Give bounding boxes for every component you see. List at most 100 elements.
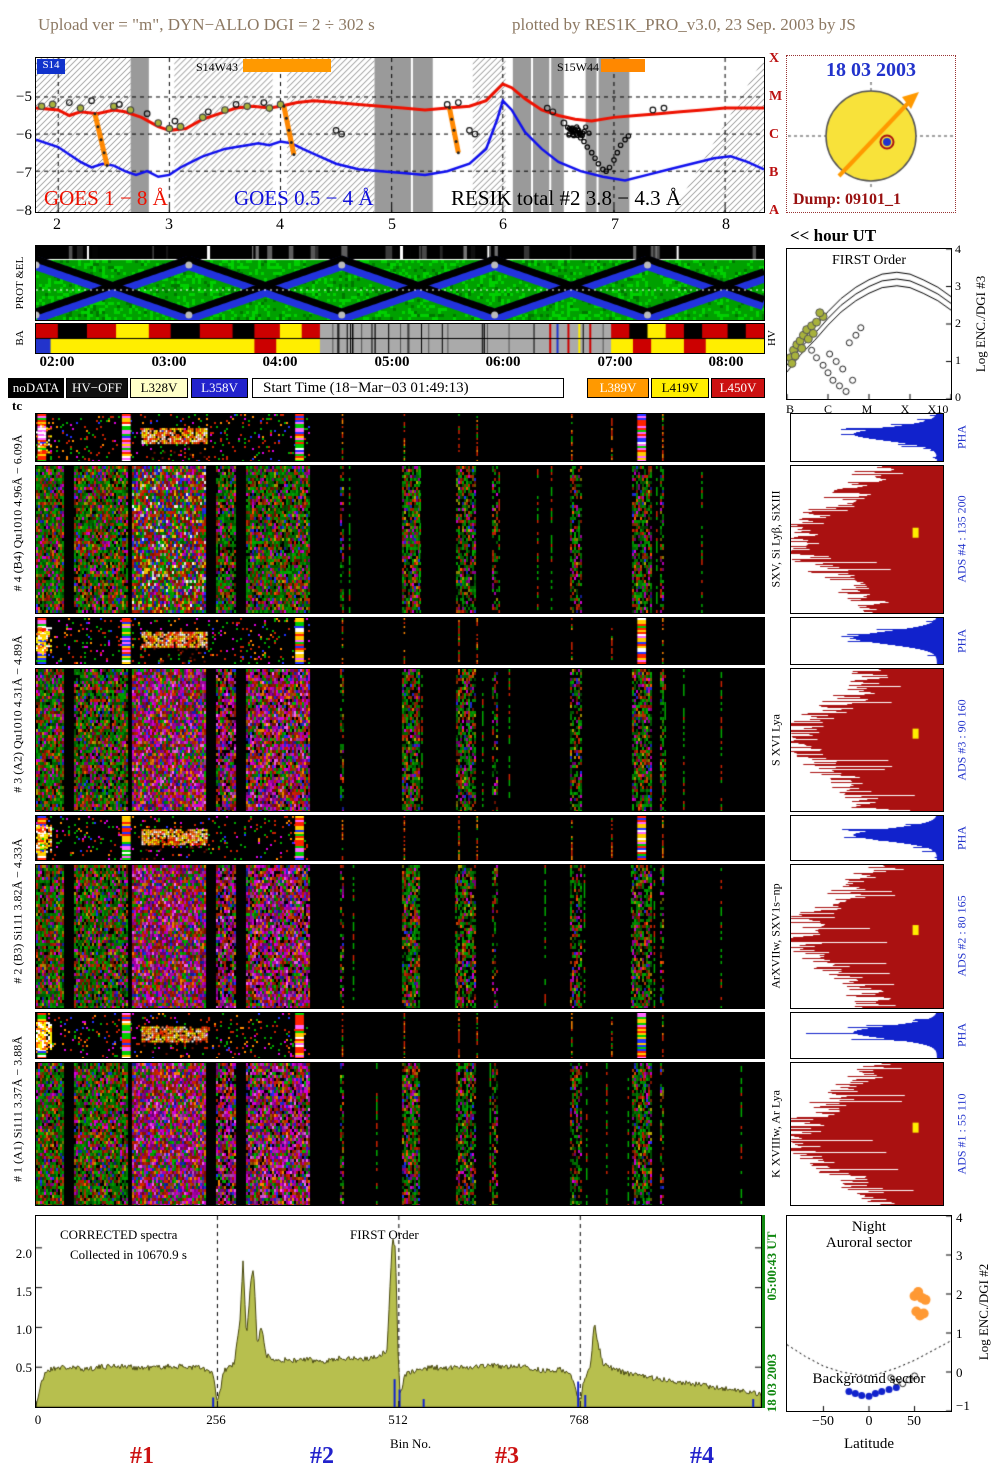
goes-xtick-8: 8	[722, 216, 730, 233]
channel-1-label: # 1 (A1) Si111 3.37Å − 3.88Å	[10, 1036, 25, 1182]
time-tick-0400: 04:00	[262, 354, 298, 370]
first-order-xtick-x10: X10	[927, 402, 949, 416]
flare-label-s14w43: S14W43	[196, 60, 238, 74]
lines-label-ch4: SXV, Si Lyβ, SiXIII	[768, 490, 783, 588]
lines-label-ch2: ArXVIIw, SXV1s−np	[768, 883, 783, 989]
sun-disk-panel: 18 03 2003 Dump: 09101_1	[786, 55, 956, 213]
first-order-xtick-c: C	[823, 402, 833, 416]
time-tick-0600: 06:00	[485, 354, 521, 370]
ba-axis-label: BA	[14, 330, 26, 346]
prot-el-axis-label: PROT &EL	[14, 256, 26, 310]
ads-histogram-ch2-canvas	[791, 865, 943, 1008]
spectrogram-pha-ch1-canvas	[36, 1013, 764, 1058]
legend-hv-off: HV−OFF	[66, 378, 128, 398]
goes-class-c: C	[769, 127, 780, 142]
auroral-ytick-m1: −1	[956, 1398, 970, 1413]
proton-electron-strip	[36, 246, 764, 320]
goes-xtick-4: 4	[276, 216, 284, 233]
lines-label-ch3: S XVI Lya	[768, 714, 783, 766]
pha-histogram-ch2-canvas	[791, 816, 943, 860]
goes-ytick-m7: −7	[16, 165, 32, 181]
spectrogram-main-ch4	[35, 465, 765, 614]
goes-05-4-series-label: GOES 0.5 − 4 Å	[234, 186, 374, 210]
ads-label-ch1: ADS #1 : 55 110	[954, 1093, 969, 1175]
latitude-tick-m50: −50	[812, 1414, 834, 1429]
spectra-ytick-15: 1.5	[15, 1284, 32, 1299]
legend-start-time: Start Time (18−Mar−03 01:49:13)	[252, 378, 564, 398]
spectrogram-main-ch3	[35, 668, 765, 812]
ads-histogram-ch3	[790, 668, 944, 812]
spectrogram-pha-ch3	[35, 617, 765, 665]
lines-label-ch1: K XVIIIw, Ar Lya	[768, 1090, 783, 1178]
pha-label-ch2: PHA	[954, 825, 969, 851]
time-tick-0500: 05:00	[374, 354, 410, 370]
spectrogram-pha-ch4	[35, 413, 765, 462]
goes-xtick-7: 7	[611, 216, 619, 233]
channel-tag-2: #2	[310, 1443, 334, 1469]
spectrogram-main-ch3-canvas	[36, 669, 764, 811]
goes-class-b: B	[769, 165, 779, 180]
channel-tag-1: #1	[130, 1443, 154, 1469]
spectra-first-order-note: FIRST Order	[350, 1227, 419, 1242]
spectrogram-main-ch2-canvas	[36, 865, 764, 1008]
spectra-xtick-768: 768	[569, 1412, 589, 1427]
ads-histogram-ch1	[790, 1062, 944, 1206]
night-label: Night	[851, 1219, 887, 1235]
goes-class-x: X	[769, 51, 780, 66]
first-order-scatter-plot	[787, 249, 951, 399]
pha-histogram-ch4-canvas	[791, 414, 943, 461]
pha-histogram-ch3-canvas	[791, 618, 943, 664]
first-order-xtick-m: M	[861, 402, 873, 416]
background-sector-label: Background sector	[812, 1371, 926, 1387]
auroral-ytick-4: 4	[956, 1210, 963, 1225]
pha-label-ch4: PHA	[954, 424, 969, 450]
legend-l450v: L450V	[711, 378, 765, 398]
goes-ytick-m6: −6	[16, 127, 32, 143]
auroral-sector-label: Auroral sector	[825, 1235, 913, 1251]
tc-label: tc	[12, 398, 23, 413]
pha-histogram-ch1-canvas	[791, 1013, 943, 1058]
channel-4-label: # 4 (B4) Qu1010 4.96Å − 6.09Å	[10, 434, 25, 592]
auroral-ytick-3: 3	[956, 1248, 963, 1263]
auroral-sector-panel: Night Auroral sector Background sector	[786, 1215, 952, 1412]
first-order-ytick-1: 1	[955, 353, 961, 367]
spectrogram-pha-ch4-canvas	[36, 414, 764, 461]
goes-flux-panel: S14 S14W43 S15W44 GOES 1 − 8 Å GOES 0.5 …	[35, 57, 765, 213]
dump-id: Dump: 09101_1	[793, 191, 902, 208]
auroral-right-axis-label: Log ENC./DGI #2	[976, 1263, 991, 1361]
latitude-axis-label: Latitude	[844, 1436, 894, 1452]
pha-label-ch1: PHA	[954, 1022, 969, 1048]
dump-date-note: 18 03 2003	[764, 1353, 779, 1413]
spectrogram-pha-ch2-canvas	[36, 816, 764, 860]
bin-no-axis-label: Bin No.	[390, 1436, 432, 1451]
channel-2-label: # 2 (B3) Si111 3.82Å − 4.33Å	[10, 838, 25, 984]
sun-disk-drawing	[788, 82, 954, 190]
first-order-ytick-4: 4	[955, 242, 961, 256]
legend-l389v: L389V	[587, 378, 649, 398]
latitude-tick-0: 0	[865, 1414, 873, 1429]
latitude-tick-50: 50	[907, 1414, 921, 1429]
header-plotted-by: plotted by RES1K_PRO_v3.0, 23 Sep. 2003 …	[512, 15, 856, 34]
flare-label-s15w44: S15W44	[557, 60, 599, 74]
time-tick-0800: 08:00	[708, 354, 744, 370]
first-order-xtick-b: B	[785, 402, 795, 416]
spectra-xtick-256: 256	[206, 1412, 226, 1427]
goes-xtick-5: 5	[388, 216, 396, 233]
spectra-xtick-0: 0	[34, 1412, 42, 1427]
ads-histogram-ch4-canvas	[791, 466, 943, 613]
auroral-ytick-1: 1	[956, 1326, 963, 1341]
ads-histogram-ch4	[790, 465, 944, 614]
spectrogram-main-ch1	[35, 1062, 765, 1206]
ba-hv-strip	[36, 324, 764, 353]
spectrogram-pha-ch2	[35, 815, 765, 861]
proton-electron-strip-panel	[35, 245, 765, 321]
time-tick-0700: 07:00	[597, 354, 633, 370]
channel-3-label: # 3 (A2) Qu1010 4.31Å − 4.89Å	[10, 635, 25, 793]
legend-nodata: noDATA	[8, 378, 64, 398]
pha-histogram-ch4	[790, 413, 944, 462]
ads-label-ch4: ADS #4 : 135 200	[954, 495, 969, 583]
goes-xtick-6: 6	[499, 216, 507, 233]
channel-tag-4: #4	[690, 1443, 714, 1469]
ads-histogram-ch2	[790, 864, 944, 1009]
